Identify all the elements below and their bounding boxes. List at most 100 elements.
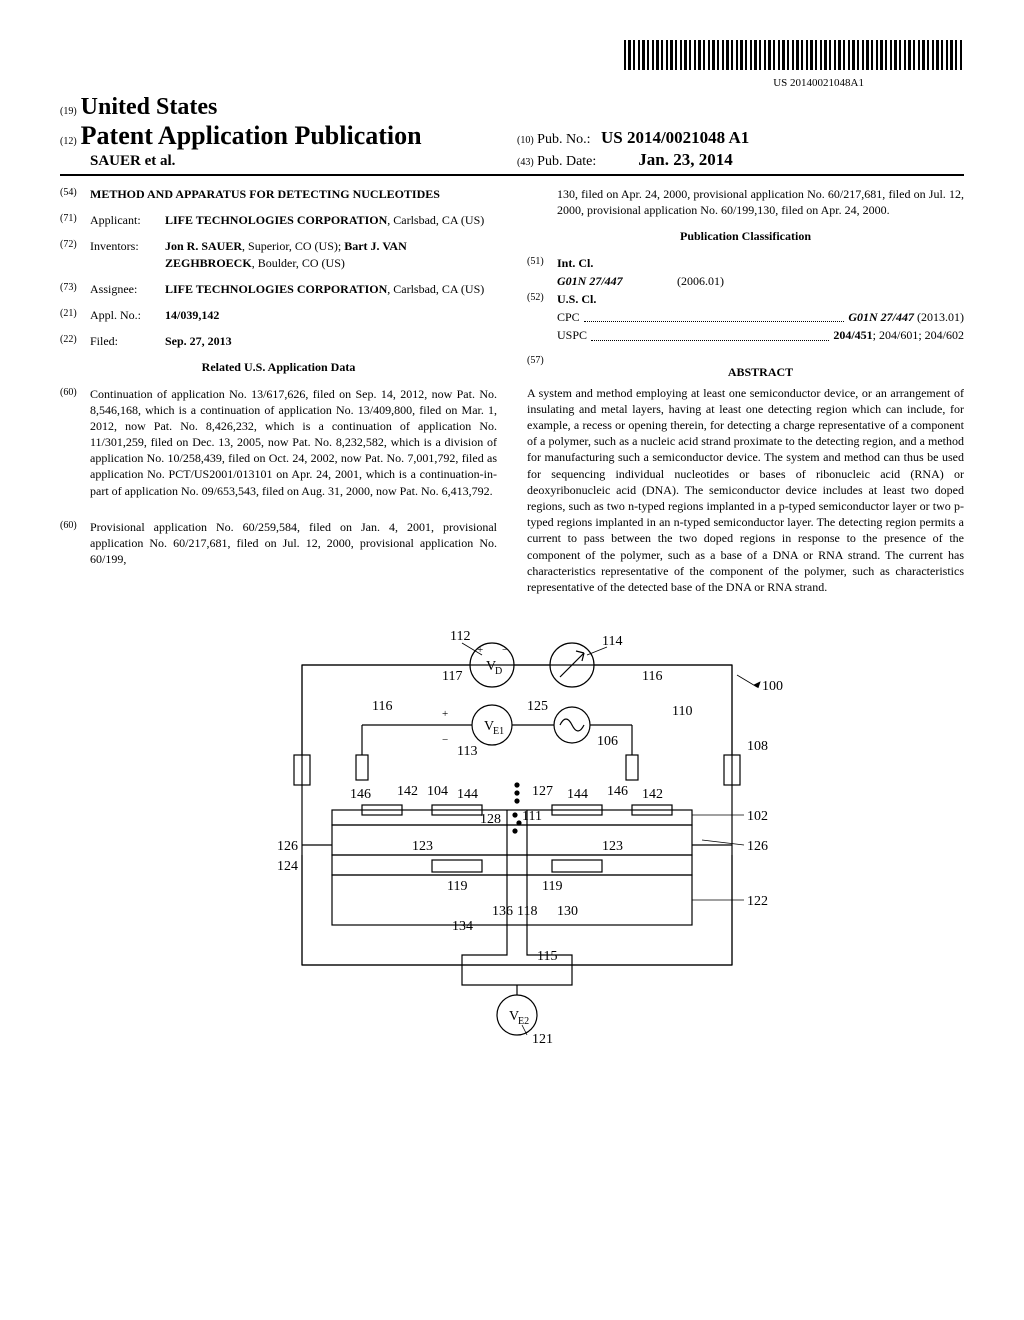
applicant-loc: , Carlsbad, CA (US) — [387, 213, 484, 227]
assignee-label: Assignee: — [90, 281, 165, 297]
pubno-text: Pub. No.: — [537, 132, 590, 147]
lbl-123b: 123 — [602, 839, 623, 854]
provisional-text: Provisional application No. 60/259,584, … — [90, 519, 497, 568]
cpc-val: G01N 27/447 — [848, 310, 914, 324]
lbl-102: 102 — [747, 809, 768, 824]
pubdate-label: (43) — [517, 157, 534, 168]
authors: SAUER et al. — [60, 153, 507, 170]
lbl-121: 121 — [532, 1032, 553, 1045]
intcl-date: (2006.01) — [677, 273, 724, 289]
assignee-num: (73) — [60, 281, 90, 297]
abstract-text: A system and method employing at least o… — [527, 385, 964, 595]
barcode-text: US 20140021048A1 — [60, 77, 864, 89]
lbl-144: 144 — [457, 787, 478, 802]
lbl-110: 110 — [672, 704, 692, 719]
svg-text:−: − — [502, 644, 508, 656]
lbl-144b: 144 — [567, 787, 588, 802]
header: (19) United States (12) Patent Applicati… — [60, 94, 964, 176]
pub-date: Jan. 23, 2014 — [638, 150, 732, 169]
country: United States — [81, 94, 218, 120]
svg-text:+: + — [442, 708, 448, 720]
assignee-name: LIFE TECHNOLOGIES CORPORATION — [165, 282, 387, 296]
lbl-146: 146 — [607, 784, 628, 799]
lbl-126b: 126 — [747, 839, 768, 854]
pubno-label: (10) — [517, 135, 534, 146]
lbl-127: 127 — [532, 784, 553, 799]
lbl-113: 113 — [457, 744, 477, 759]
filed-date: Sep. 27, 2013 — [165, 333, 497, 349]
body-columns: (54) METHOD AND APPARATUS FOR DETECTING … — [60, 186, 964, 595]
pub-label: (12) — [60, 136, 77, 147]
filed-num: (22) — [60, 333, 90, 349]
pub-type: Patent Application Publication — [81, 121, 422, 150]
applicant-label: Applicant: — [90, 212, 165, 228]
lbl-116b: 116 — [372, 699, 392, 714]
invention-title: METHOD AND APPARATUS FOR DETECTING NUCLE… — [90, 186, 497, 202]
lbl-126: 126 — [277, 839, 298, 854]
inventor1-loc: , Superior, CO (US); — [242, 239, 344, 253]
uscl-num: (52) — [527, 291, 557, 307]
right-column: 130, filed on Apr. 24, 2000, provisional… — [527, 186, 964, 595]
applicant-num: (71) — [60, 212, 90, 228]
lbl-116: 116 — [642, 669, 662, 684]
lbl-112: 112 — [450, 629, 470, 644]
lbl-115: 115 — [537, 949, 557, 964]
lbl-119b: 119 — [542, 879, 562, 894]
barcode — [624, 40, 964, 70]
lbl-146b: 146 — [350, 787, 371, 802]
barcode-area: US 20140021048A1 — [60, 40, 964, 89]
lbl-134: 134 — [452, 919, 473, 934]
related-title: Related U.S. Application Data — [60, 359, 497, 375]
lbl-122: 122 — [747, 894, 768, 909]
lbl-114: 114 — [602, 634, 622, 649]
lbl-128: 128 — [480, 812, 501, 827]
filed-label: Filed: — [90, 333, 165, 349]
continuation-text: Continuation of application No. 13/617,6… — [90, 386, 497, 499]
title-num: (54) — [60, 186, 90, 202]
svg-text:E2: E2 — [518, 1016, 529, 1027]
svg-text:−: − — [442, 734, 448, 746]
pubdate-text: Pub. Date: — [537, 154, 596, 169]
applno-label: Appl. No.: — [90, 307, 165, 323]
abstract-title: ABSTRACT — [557, 364, 964, 380]
inventor1: Jon R. SAUER — [165, 239, 242, 253]
lbl-100: 100 — [762, 679, 783, 694]
intcl-num: (51) — [527, 255, 557, 271]
figure: VD +− VE1 +− VE2 112 114 116 117 125 106… — [60, 615, 964, 1050]
applno-num: (21) — [60, 307, 90, 323]
cpc-label: CPC — [557, 309, 580, 325]
intcl-code: G01N 27/447 — [557, 273, 677, 289]
overflow-text: 130, filed on Apr. 24, 2000, provisional… — [527, 186, 964, 218]
pub-class-title: Publication Classification — [527, 228, 964, 244]
uspc-extra: ; 204/601; 204/602 — [873, 328, 964, 342]
inventors-num: (72) — [60, 238, 90, 270]
pub-no: US 2014/0021048 A1 — [601, 128, 749, 147]
svg-text:D: D — [495, 666, 502, 677]
uspc-val: 204/451 — [833, 328, 872, 342]
lbl-117: 117 — [442, 669, 462, 684]
intcl-label: Int. Cl. — [557, 255, 593, 271]
cont-num: (60) — [60, 386, 90, 509]
lbl-142b: 142 — [642, 787, 663, 802]
uspc-label: USPC — [557, 327, 587, 343]
inventor2-loc: , Boulder, CO (US) — [252, 256, 345, 270]
abstract-num: (57) — [527, 354, 557, 385]
lbl-130: 130 — [557, 904, 578, 919]
lbl-119: 119 — [447, 879, 467, 894]
cpc-date: (2013.01) — [917, 310, 964, 324]
prov-num: (60) — [60, 519, 90, 578]
patent-figure-svg: VD +− VE1 +− VE2 112 114 116 117 125 106… — [232, 615, 792, 1045]
lbl-125: 125 — [527, 699, 548, 714]
lbl-111: 111 — [522, 809, 542, 824]
lbl-118: 118 — [517, 904, 537, 919]
uscl-label: U.S. Cl. — [557, 291, 596, 307]
assignee-loc: , Carlsbad, CA (US) — [387, 282, 484, 296]
svg-text:E1: E1 — [493, 726, 504, 737]
country-label: (19) — [60, 106, 77, 117]
inventors-label: Inventors: — [90, 238, 165, 270]
applicant-name: LIFE TECHNOLOGIES CORPORATION — [165, 213, 387, 227]
appl-no: 14/039,142 — [165, 307, 497, 323]
lbl-136: 136 — [492, 904, 513, 919]
lbl-106: 106 — [597, 734, 618, 749]
lbl-123: 123 — [412, 839, 433, 854]
